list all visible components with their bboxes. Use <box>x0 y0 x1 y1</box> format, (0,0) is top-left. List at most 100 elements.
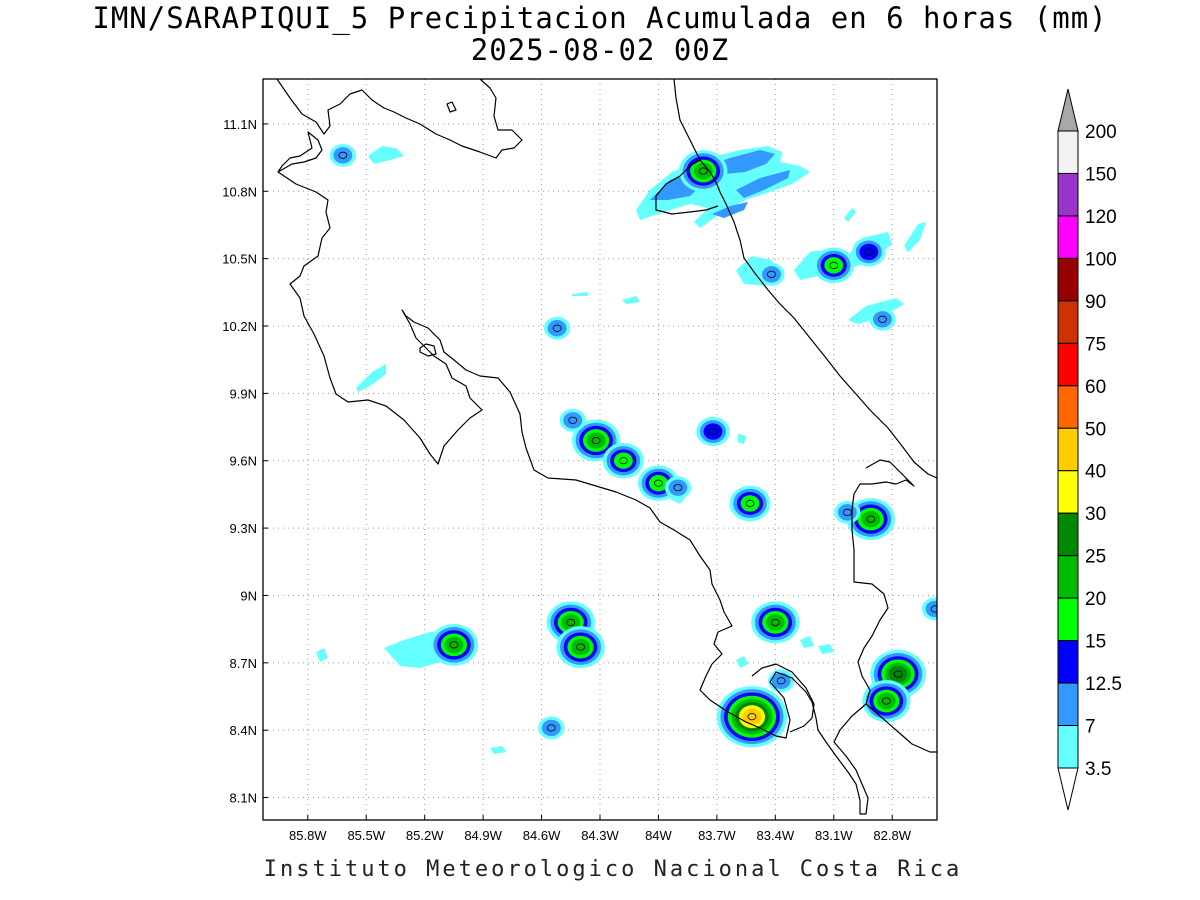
tick-label-lat: 10.5N <box>222 252 257 267</box>
colorbar-level-label: 200 <box>1085 122 1117 143</box>
precip-core-contour <box>745 499 755 507</box>
precip-ring <box>873 311 892 328</box>
precip-core-contour <box>881 697 891 705</box>
colorbar-level-label: 12.5 <box>1085 674 1122 695</box>
colorbar-level-label: 90 <box>1085 292 1106 313</box>
colorbar-swatch <box>1057 257 1079 302</box>
precip-ring <box>761 266 781 283</box>
precip-core-contour <box>591 436 601 445</box>
colorbar-level-label: 150 <box>1085 164 1117 185</box>
colorbar-swatch <box>1057 470 1079 514</box>
tick-label-lon: 84.6W <box>523 828 561 843</box>
precip-core-contour <box>893 670 903 678</box>
precip-core-contour <box>698 167 708 175</box>
tick-label-lat: 9N <box>240 588 257 603</box>
tick-label-lat: 9.6N <box>230 454 257 469</box>
colorbar-legend: 200 150 120 100 90 75 60 50 40 30 25 20 15 12.5 7 3.5 <box>1057 88 1122 811</box>
precip-core-contour <box>776 677 786 685</box>
axes: 85.8W 85.5W 85.2W 84.9W 84.6W 84.3W 84W 83.7W 83… <box>222 117 911 843</box>
tick-label-lat: 9.3N <box>230 521 257 536</box>
precip-ring <box>703 423 723 440</box>
precip-core-contour <box>767 270 776 278</box>
tick-label-lon: 84W <box>645 828 672 843</box>
precip-shade-lightblue <box>736 170 790 198</box>
colorbar-level-label: 40 <box>1085 462 1106 483</box>
precip-shade-cyan <box>316 648 328 662</box>
precip-cell <box>544 316 571 340</box>
colorbar-level-label: 7 <box>1085 717 1096 738</box>
precip-cell <box>846 498 895 541</box>
map-title: IMN/SARAPIQUI_5 Precipitacion Acumulada … <box>92 1 1108 35</box>
precip-ring <box>444 636 464 654</box>
precip-ring <box>613 452 633 469</box>
precip-shade-cyan <box>368 146 404 164</box>
precip-cell <box>429 623 479 666</box>
precip-core-contour <box>568 416 578 424</box>
tick-label-lon: 85.8W <box>289 828 327 843</box>
colorbar-swatch <box>1057 215 1079 259</box>
precip-ring <box>586 432 606 449</box>
precip-ring <box>541 719 561 737</box>
precip-core-contour <box>338 151 348 159</box>
precip-core-contour <box>708 427 718 436</box>
precip-cell <box>559 408 586 432</box>
precip-core-contour <box>552 324 562 332</box>
precip-cell <box>921 597 937 621</box>
colorbar-swatch <box>1057 640 1079 684</box>
tick-label-lat: 8.4N <box>230 723 257 738</box>
colorbar-swatch <box>1057 342 1079 387</box>
precip-cell <box>679 150 728 193</box>
tick-label-lat: 10.2N <box>222 319 257 334</box>
precip-shade-cyan <box>356 364 386 392</box>
precip-shade-cyan <box>818 644 834 654</box>
coastline-osa <box>751 663 815 733</box>
precip-ring <box>561 614 581 631</box>
precip-shade-cyan <box>800 636 814 648</box>
tick-label-lon: 85.2W <box>406 828 444 843</box>
precip-cell <box>758 262 785 286</box>
precip-ring <box>859 243 879 261</box>
coastline-nicoya-bay <box>655 159 719 215</box>
colorbar-swatch <box>1057 725 1079 769</box>
tick-label-lon: 84.9W <box>464 828 502 843</box>
colorbar-top-triangle <box>1057 88 1079 132</box>
precip-shade-cyan <box>490 746 506 754</box>
tick-label-lat: 11.1N <box>223 117 257 132</box>
precip-core-contour <box>842 508 852 516</box>
colorbar-swatch <box>1057 427 1079 472</box>
precip-cell <box>556 626 605 669</box>
colorbar-swatch <box>1057 597 1079 642</box>
colorbar-level-label: 75 <box>1085 334 1106 355</box>
precip-ring <box>771 672 791 689</box>
coastline-caribbean <box>673 79 937 479</box>
precip-ring <box>693 162 713 180</box>
precip-ring <box>876 692 896 710</box>
precip-core-contour <box>449 641 459 649</box>
precip-core-contour <box>576 643 585 651</box>
border-costarica-panama <box>851 459 937 753</box>
precip-cell <box>862 679 911 722</box>
tick-label-lon: 84.3W <box>581 828 619 843</box>
tick-label-lon: 85.5W <box>347 828 385 843</box>
map-subtitle-datetime: 2025-08-02 00Z <box>470 33 730 67</box>
colorbar-swatch <box>1057 385 1079 429</box>
colorbar-level-label: 100 <box>1085 249 1117 270</box>
precip-shade-lightblue <box>712 202 748 218</box>
colorbar-swatch <box>1057 682 1079 727</box>
precip-ring <box>649 474 668 492</box>
colorbar-bottom-triangle <box>1057 767 1079 811</box>
colorbar-swatch <box>1057 512 1079 557</box>
precip-core-contour <box>747 713 757 721</box>
colorbar-swatch <box>1057 130 1079 174</box>
precip-ring <box>837 504 857 521</box>
colorbar-level-label: 60 <box>1085 377 1106 398</box>
precip-ring <box>668 479 688 496</box>
precip-shade-cyan <box>622 296 640 304</box>
precip-shade-cyan <box>904 222 926 252</box>
precip-ring <box>547 320 567 337</box>
colorbar-level-label: 20 <box>1085 589 1106 610</box>
tick-label-lon: 82.8W <box>873 828 911 843</box>
tick-label-lon: 83.1W <box>815 828 853 843</box>
precip-ring <box>571 638 590 656</box>
precip-ring <box>861 510 881 528</box>
